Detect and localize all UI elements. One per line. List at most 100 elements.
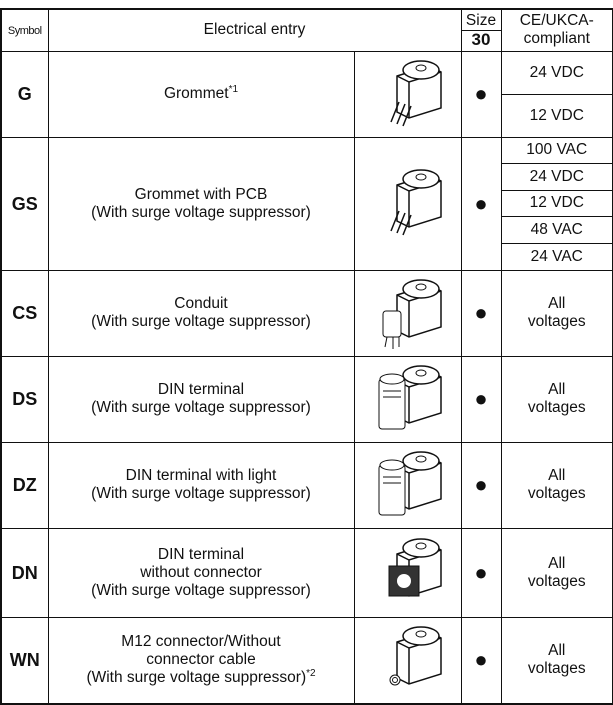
voltage-cell: All voltages xyxy=(500,527,613,618)
size-cell: ● xyxy=(460,355,502,443)
voltage: All voltages xyxy=(527,381,586,416)
table-row: G Grommet*1 ● 24 VDC 12 VDC xyxy=(0,50,613,138)
icon-cell xyxy=(353,269,462,357)
coil-icon xyxy=(389,625,442,685)
entry-text: DIN terminal (With surge voltage suppres… xyxy=(91,381,311,416)
size-mark: ● xyxy=(474,81,488,106)
voltage: 24 VDC xyxy=(501,163,612,190)
voltage: 48 VAC xyxy=(501,216,612,243)
table-row: DZ DIN terminal with light (With surge vo… xyxy=(0,441,613,529)
symbol: CS xyxy=(12,303,38,323)
size-cell: ● xyxy=(460,527,502,618)
header-entry: Electrical entry xyxy=(47,8,462,52)
symbol-cell: DZ xyxy=(0,441,49,529)
voltage-cell: 100 VAC 24 VDC 12 VDC 48 VAC 24 VAC xyxy=(500,136,613,271)
coil-icon xyxy=(382,278,442,349)
symbol: G xyxy=(17,84,32,104)
entry-table: Symbol Electrical entry Size 30 CE/UKCA-… xyxy=(0,8,613,705)
size-mark: ● xyxy=(474,647,488,672)
coil-icon xyxy=(389,169,442,236)
table-body: G Grommet*1 ● 24 VDC 12 VDC GS Grommet with PC… xyxy=(0,50,613,704)
symbol-cell: G xyxy=(0,50,49,138)
table-wrap: Symbol Electrical entry Size 30 CE/UKCA-… xyxy=(0,8,613,705)
symbol: GS xyxy=(11,193,38,214)
coil-icon xyxy=(378,450,442,515)
entry-cell: Grommet*1 xyxy=(47,50,355,138)
voltage: 24 VAC xyxy=(501,242,612,270)
icon-cell xyxy=(353,355,462,443)
voltage: All voltages xyxy=(527,554,586,590)
voltage-stack: All voltages xyxy=(502,271,613,356)
symbol: WN xyxy=(9,650,40,670)
entry-text: M12 connector/Without connector cable (W… xyxy=(86,633,307,686)
voltage: 100 VAC xyxy=(526,141,588,159)
size-mark: ● xyxy=(474,559,488,585)
entry-cell: M12 connector/Without connector cable (W… xyxy=(47,616,355,704)
symbol: DS xyxy=(12,389,38,409)
entry-text: DIN terminal with light (With surge volt… xyxy=(91,467,311,502)
icon-cell xyxy=(353,616,462,704)
icon-cell xyxy=(353,50,462,138)
entry-text: Conduit (With surge voltage suppressor) xyxy=(91,295,311,330)
entry-cell: Conduit (With surge voltage suppressor) xyxy=(47,269,355,357)
voltage-stack: 100 VAC 24 VDC 12 VDC 48 VAC 24 VAC xyxy=(501,138,612,270)
header-entry-text: Electrical entry xyxy=(203,21,306,39)
voltage-stack: All voltages xyxy=(502,443,613,528)
voltage-cell: All voltages xyxy=(500,441,613,529)
symbol-cell: DS xyxy=(0,355,49,443)
symbol-cell: DN xyxy=(0,527,49,618)
symbol: DN xyxy=(11,562,38,583)
table-row: WN M12 connector/Without connector cable … xyxy=(0,616,613,704)
coil-icon xyxy=(388,538,442,597)
icon-cell xyxy=(353,441,462,529)
voltage: 12 VDC xyxy=(501,189,612,217)
entry-text: DIN terminal without connector (With sur… xyxy=(91,545,311,599)
voltage-cell: All voltages xyxy=(500,616,613,704)
voltage: 24 VDC xyxy=(529,63,584,81)
size-cell: ● xyxy=(460,50,502,138)
header-symbol: Symbol xyxy=(0,8,49,52)
header-compliance: CE/UKCA- compliant xyxy=(500,8,613,52)
symbol: DZ xyxy=(12,475,37,495)
header-symbol-text: Symbol xyxy=(7,24,42,37)
size-cell: ● xyxy=(460,616,502,704)
entry-cell: Grommet with PCB (With surge voltage sup… xyxy=(47,136,355,271)
size-cell: ● xyxy=(460,136,502,271)
icon-cell xyxy=(353,136,462,271)
entry-cell: DIN terminal without connector (With sur… xyxy=(47,527,355,618)
coil-icon xyxy=(389,59,442,126)
table-row: CS Conduit (With surge voltage suppressor… xyxy=(0,269,613,357)
table-row: GS Grommet with PCB (With surge voltage s… xyxy=(0,136,613,271)
voltage-stack: All voltages xyxy=(502,357,613,442)
voltage-cell: All voltages xyxy=(500,355,613,443)
page: {"header": {"symbol": "Symbol", "entry":… xyxy=(0,8,613,705)
footnote-mark: *1 xyxy=(228,83,239,95)
voltage: All voltages xyxy=(527,295,586,330)
symbol-cell: CS xyxy=(0,269,49,357)
table-row: DN DIN terminal without connector (With s… xyxy=(0,527,613,618)
size-mark: ● xyxy=(474,472,488,497)
voltage: 12 VDC xyxy=(501,93,612,137)
size-label: Size xyxy=(465,11,497,29)
size-mark: ● xyxy=(474,386,488,411)
size-mark: ● xyxy=(474,190,488,216)
size-cell: ● xyxy=(460,441,502,529)
voltage: All voltages xyxy=(527,642,586,677)
header-size: Size 30 xyxy=(460,8,502,52)
entry-text: Grommet with PCB (With surge voltage sup… xyxy=(91,185,311,221)
size-value: 30 xyxy=(460,29,502,49)
voltage-cell: All voltages xyxy=(500,269,613,357)
icon-cell xyxy=(353,527,462,618)
voltage-stack: All voltages xyxy=(502,529,613,617)
voltage-cell: 24 VDC 12 VDC xyxy=(500,50,613,138)
entry-cell: DIN terminal with light (With surge volt… xyxy=(47,441,355,529)
voltage-stack: 24 VDC 12 VDC xyxy=(501,52,612,137)
symbol-cell: WN xyxy=(0,616,49,704)
size-mark: ● xyxy=(474,300,488,325)
size-cell: ● xyxy=(460,269,502,357)
entry-text: Grommet xyxy=(163,85,229,102)
footnote-mark: *2 xyxy=(306,667,316,679)
entry-cell: DIN terminal (With surge voltage suppres… xyxy=(47,355,355,443)
symbol-cell: GS xyxy=(0,136,49,271)
voltage: All voltages xyxy=(527,467,586,502)
